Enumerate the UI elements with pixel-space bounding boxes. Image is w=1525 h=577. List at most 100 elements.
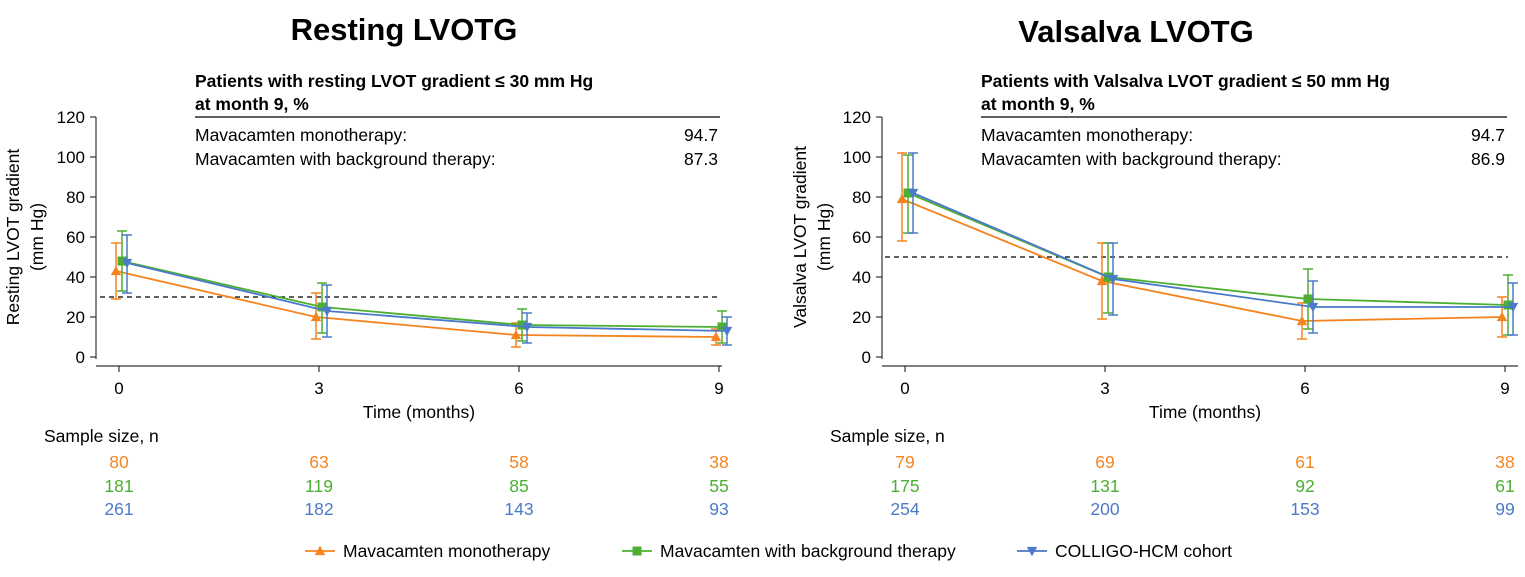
- resting-inset-heading-2: at month 9, %: [195, 94, 309, 114]
- resting-y-tick-label: 100: [57, 148, 85, 167]
- valsalva-sample-size-colligo: 153: [1290, 499, 1319, 519]
- resting-colligo-point: [121, 258, 133, 269]
- resting-y-tick-label: 40: [66, 268, 85, 287]
- resting-colligo-point: [721, 326, 733, 337]
- valsalva-y-tick-label: 20: [852, 308, 871, 327]
- valsalva-plot: 0 20 40 60 80 100 120 0 3 6 9: [843, 108, 1519, 398]
- resting-sample-size-background: 85: [509, 476, 528, 496]
- valsalva-sample-size-monotherapy: 38: [1495, 452, 1514, 472]
- resting-monotherapy-point: [710, 331, 722, 342]
- valsalva-monotherapy-series-line: [901, 198, 1503, 322]
- resting-inset-row-label-1: Mavacamten monotherapy:: [195, 125, 407, 145]
- resting-x-axis-label: Time (months): [363, 402, 475, 422]
- resting-monotherapy-point: [510, 329, 522, 340]
- resting-colligo-point: [521, 322, 533, 333]
- valsalva-y-tick-label: 40: [852, 268, 871, 287]
- valsalva-sample-size-monotherapy: 69: [1095, 452, 1114, 472]
- valsalva-y-axis-label-line1: Valsalva LVOT gradient: [790, 146, 810, 328]
- valsalva-background-point: [903, 188, 913, 198]
- valsalva-y-tick-label: 60: [852, 228, 871, 247]
- valsalva-title: Valsalva LVOTG: [1018, 14, 1253, 49]
- valsalva-sample-size-background: 175: [890, 476, 919, 496]
- valsalva-colligo-point: [1307, 302, 1319, 313]
- resting-sample-size-monotherapy: 63: [309, 452, 328, 472]
- legend-marker-monotherapy: [314, 545, 326, 556]
- resting-inset-heading-1: Patients with resting LVOT gradient ≤ 30…: [195, 71, 593, 91]
- resting-plot: 0 20 40 60 80 100 120 0 3 6 9: [57, 108, 733, 398]
- legend-marker-background: [632, 546, 642, 556]
- resting-sample-size-background: 181: [104, 476, 133, 496]
- resting-sample-size-colligo: 143: [504, 499, 533, 519]
- resting-sample-size-colligo: 93: [709, 499, 728, 519]
- resting-sample-sizes: 80 63 58 38 181 119 85 55 261 182 143 93: [104, 452, 728, 519]
- resting-inset-row-value-1: 94.7: [684, 125, 718, 145]
- legend-label-monotherapy: Mavacamten monotherapy: [343, 541, 550, 561]
- valsalva-sample-size-monotherapy: 79: [895, 452, 914, 472]
- valsalva-colligo-point: [907, 188, 919, 199]
- valsalva-sample-size-background: 131: [1090, 476, 1119, 496]
- valsalva-x-tick-label: 0: [900, 379, 909, 398]
- resting-y-tick-label: 120: [57, 108, 85, 127]
- resting-sample-size-colligo: 261: [104, 499, 133, 519]
- valsalva-sample-size-colligo: 200: [1090, 499, 1119, 519]
- resting-title: Resting LVOTG: [291, 12, 518, 47]
- valsalva-sample-size-monotherapy: 61: [1295, 452, 1314, 472]
- resting-x-tick-label: 0: [114, 379, 123, 398]
- valsalva-sample-size-colligo: 99: [1495, 499, 1514, 519]
- legend-label-colligo: COLLIGO-HCM cohort: [1055, 541, 1232, 561]
- valsalva-inset-row-label-1: Mavacamten monotherapy:: [981, 125, 1193, 145]
- resting-y-axis-label: Resting LVOT gradient (mm Hg): [3, 149, 47, 326]
- valsalva-sample-size-background: 92: [1295, 476, 1314, 496]
- valsalva-inset-row-value-1: 94.7: [1471, 125, 1505, 145]
- resting-monotherapy-series-line: [115, 270, 717, 338]
- valsalva-y-tick-label: 80: [852, 188, 871, 207]
- valsalva-y-axis-label-line2: (mm Hg): [814, 203, 834, 271]
- resting-sample-size-colligo: 182: [304, 499, 333, 519]
- resting-sample-size-monotherapy: 80: [109, 452, 129, 472]
- valsalva-sample-size-colligo: 254: [890, 499, 919, 519]
- resting-sample-size-label: Sample size, n: [44, 426, 159, 446]
- valsalva-monotherapy-point: [1296, 315, 1308, 326]
- resting-y-axis-label-line1: Resting LVOT gradient: [3, 149, 23, 326]
- resting-y-axis-label-line2: (mm Hg): [27, 203, 47, 271]
- resting-colligo-point: [321, 306, 333, 317]
- resting-sample-size-monotherapy: 38: [709, 452, 728, 472]
- valsalva-inset-row-label-2: Mavacamten with background therapy:: [981, 149, 1282, 169]
- valsalva-y-tick-label: 0: [862, 348, 871, 367]
- resting-background-point: [117, 256, 127, 266]
- valsalva-monotherapy-point: [896, 193, 908, 204]
- resting-monotherapy-point: [310, 311, 322, 322]
- resting-background-point: [517, 320, 527, 330]
- legend: Mavacamten monotherapy Mavacamten with ba…: [305, 541, 1232, 561]
- valsalva-inset-heading-2: at month 9, %: [981, 94, 1095, 114]
- valsalva-x-tick-label: 6: [1300, 379, 1309, 398]
- valsalva-colligo-point: [1507, 302, 1519, 313]
- resting-y-tick-label: 20: [66, 308, 85, 327]
- valsalva-y-tick-label: 120: [843, 108, 871, 127]
- valsalva-background-series-line: [907, 192, 1509, 306]
- resting-sample-size-background: 55: [709, 476, 728, 496]
- valsalva-colligo-point: [1107, 274, 1119, 285]
- valsalva-panel: Valsalva LVOTG Patients with Valsalva LV…: [790, 14, 1519, 519]
- valsalva-monotherapy-point: [1496, 311, 1508, 322]
- resting-colligo-series-line: [126, 262, 728, 332]
- resting-sample-size-monotherapy: 58: [509, 452, 528, 472]
- valsalva-sample-size-background: 61: [1495, 476, 1514, 496]
- valsalva-inset-row-value-2: 86.9: [1471, 149, 1505, 169]
- resting-inset-row-label-2: Mavacamten with background therapy:: [195, 149, 496, 169]
- legend-label-background: Mavacamten with background therapy: [660, 541, 956, 561]
- valsalva-x-axis-label: Time (months): [1149, 402, 1261, 422]
- valsalva-monotherapy-point: [1096, 275, 1108, 286]
- legend-marker-colligo: [1026, 546, 1038, 557]
- resting-y-tick-label: 60: [66, 228, 85, 247]
- resting-monotherapy-point: [110, 265, 122, 276]
- resting-x-tick-label: 6: [514, 379, 523, 398]
- resting-y-tick-label: 0: [76, 348, 85, 367]
- valsalva-inset-heading-1: Patients with Valsalva LVOT gradient ≤ 5…: [981, 71, 1390, 91]
- resting-sample-size-background: 119: [305, 476, 333, 496]
- valsalva-background-point: [1503, 300, 1513, 310]
- valsalva-colligo-series-line: [912, 192, 1513, 308]
- valsalva-y-axis-label: Valsalva LVOT gradient (mm Hg): [790, 146, 834, 328]
- resting-x-tick-label: 3: [314, 379, 323, 398]
